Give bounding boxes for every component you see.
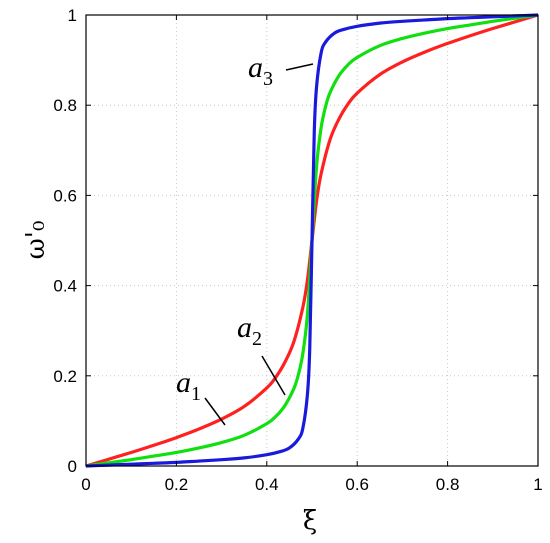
annotation-a1: a1 — [176, 366, 201, 405]
annotation-a3-sub: 3 — [263, 68, 273, 90]
x-tick-label: 0 — [81, 475, 90, 494]
annotation-a1-sub: 1 — [191, 383, 201, 405]
annotation-a2: a2 — [237, 311, 262, 350]
x-tick-label: 0.8 — [436, 475, 460, 494]
annotation-a2-base: a — [237, 311, 252, 344]
annotation-a1-base: a — [176, 366, 191, 399]
plot-area-frame — [85, 14, 539, 467]
series-group — [85, 13, 539, 468]
x-tick-label: 0.6 — [345, 475, 369, 494]
series-line-a3 — [85, 13, 539, 468]
tick-labels: 0 0.2 0.4 0.6 0.8 1 0 0.2 0.4 0.6 0.8 1 — [53, 6, 542, 494]
x-tick-label: 0.4 — [255, 475, 279, 494]
grid — [86, 15, 538, 466]
y-tick-label: 0 — [68, 457, 77, 476]
annotations: a1 a2 a3 — [176, 51, 314, 426]
y-tick-label: 0.2 — [53, 367, 77, 386]
x-tick-label: 1 — [533, 475, 542, 494]
annotation-a3-base: a — [248, 51, 263, 84]
annotation-leader-a2 — [261, 355, 286, 396]
x-tick-label: 0.2 — [165, 475, 189, 494]
tick-marks — [85, 14, 539, 467]
annotation-a3: a3 — [248, 51, 273, 90]
y-tick-label: 1 — [68, 6, 77, 25]
y-tick-label: 0.8 — [53, 96, 77, 115]
annotation-leader-a3 — [285, 63, 314, 71]
x-axis-label: ξ — [303, 506, 317, 536]
annotation-a2-sub: 2 — [252, 328, 262, 350]
y-tick-label: 0.6 — [53, 186, 77, 205]
y-axis-label: ω'₀ — [21, 221, 51, 260]
annotation-leader-a1 — [204, 397, 226, 426]
y-tick-label: 0.4 — [53, 277, 77, 296]
